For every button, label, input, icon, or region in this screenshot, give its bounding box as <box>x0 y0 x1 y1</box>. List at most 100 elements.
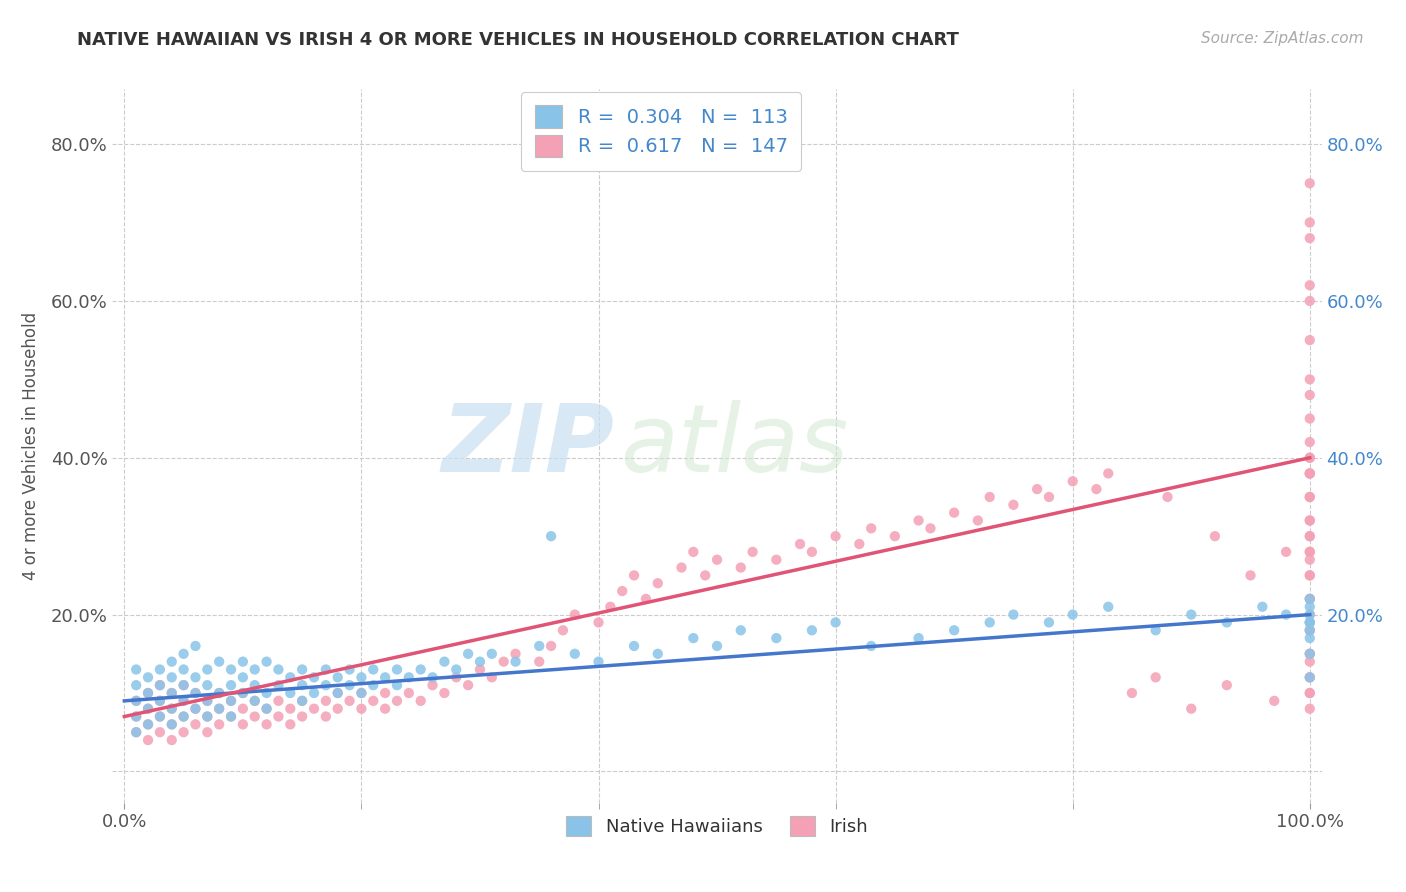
Point <box>219 709 242 723</box>
Point <box>433 655 456 669</box>
Point <box>468 663 491 677</box>
Point <box>350 702 373 716</box>
Point <box>267 709 290 723</box>
Point <box>291 694 314 708</box>
Point <box>149 709 172 723</box>
Point <box>505 647 527 661</box>
Point <box>481 670 503 684</box>
Point <box>1038 615 1060 630</box>
Point <box>1216 678 1239 692</box>
Point <box>160 717 183 731</box>
Point <box>1299 529 1322 543</box>
Point <box>278 686 301 700</box>
Point <box>943 624 966 638</box>
Point <box>136 702 159 716</box>
Point <box>612 584 634 599</box>
Point <box>208 717 231 731</box>
Point <box>160 686 183 700</box>
Point <box>1299 670 1322 684</box>
Point <box>136 733 159 747</box>
Point <box>695 568 717 582</box>
Point <box>160 717 183 731</box>
Point <box>173 725 195 739</box>
Point <box>1026 482 1049 496</box>
Point <box>1299 435 1322 450</box>
Point <box>623 568 645 582</box>
Point <box>1299 615 1322 630</box>
Point <box>1299 450 1322 465</box>
Point <box>361 694 384 708</box>
Point <box>1263 694 1285 708</box>
Point <box>149 694 172 708</box>
Point <box>160 655 183 669</box>
Point <box>278 717 301 731</box>
Point <box>256 686 278 700</box>
Point <box>136 686 159 700</box>
Point <box>1299 545 1322 559</box>
Point <box>824 529 846 543</box>
Point <box>160 702 183 716</box>
Point <box>920 521 942 535</box>
Point <box>173 647 195 661</box>
Point <box>1299 333 1322 347</box>
Point <box>208 702 231 716</box>
Text: atlas: atlas <box>620 401 849 491</box>
Point <box>195 694 218 708</box>
Point <box>979 490 1001 504</box>
Point <box>907 631 929 645</box>
Point <box>1299 411 1322 425</box>
Point <box>1002 498 1025 512</box>
Point <box>1299 655 1322 669</box>
Point <box>860 521 883 535</box>
Point <box>256 655 278 669</box>
Point <box>149 694 172 708</box>
Point <box>1299 702 1322 716</box>
Point <box>208 702 231 716</box>
Point <box>1299 631 1322 645</box>
Point <box>1299 670 1322 684</box>
Point <box>315 678 337 692</box>
Point <box>219 678 242 692</box>
Point <box>730 624 752 638</box>
Point <box>184 702 207 716</box>
Point <box>184 686 207 700</box>
Point <box>1299 568 1322 582</box>
Point <box>1299 293 1322 308</box>
Point <box>1299 176 1322 190</box>
Point <box>173 709 195 723</box>
Point <box>1180 702 1202 716</box>
Point <box>195 709 218 723</box>
Point <box>422 670 444 684</box>
Point <box>789 537 811 551</box>
Point <box>1299 647 1322 661</box>
Point <box>149 663 172 677</box>
Point <box>529 639 551 653</box>
Point <box>136 686 159 700</box>
Point <box>149 678 172 692</box>
Point <box>1299 490 1322 504</box>
Point <box>136 670 159 684</box>
Point <box>883 529 905 543</box>
Point <box>267 678 290 692</box>
Point <box>291 709 314 723</box>
Point <box>291 694 314 708</box>
Point <box>361 663 384 677</box>
Point <box>1299 647 1322 661</box>
Point <box>1002 607 1025 622</box>
Point <box>219 663 242 677</box>
Point <box>267 663 290 677</box>
Point <box>243 663 266 677</box>
Point <box>125 709 148 723</box>
Point <box>943 506 966 520</box>
Point <box>1251 599 1274 614</box>
Point <box>682 631 704 645</box>
Point <box>1299 467 1322 481</box>
Point <box>634 591 657 606</box>
Point <box>350 686 373 700</box>
Point <box>1097 467 1119 481</box>
Point <box>278 670 301 684</box>
Point <box>374 670 396 684</box>
Point <box>1299 450 1322 465</box>
Point <box>173 663 195 677</box>
Point <box>564 647 586 661</box>
